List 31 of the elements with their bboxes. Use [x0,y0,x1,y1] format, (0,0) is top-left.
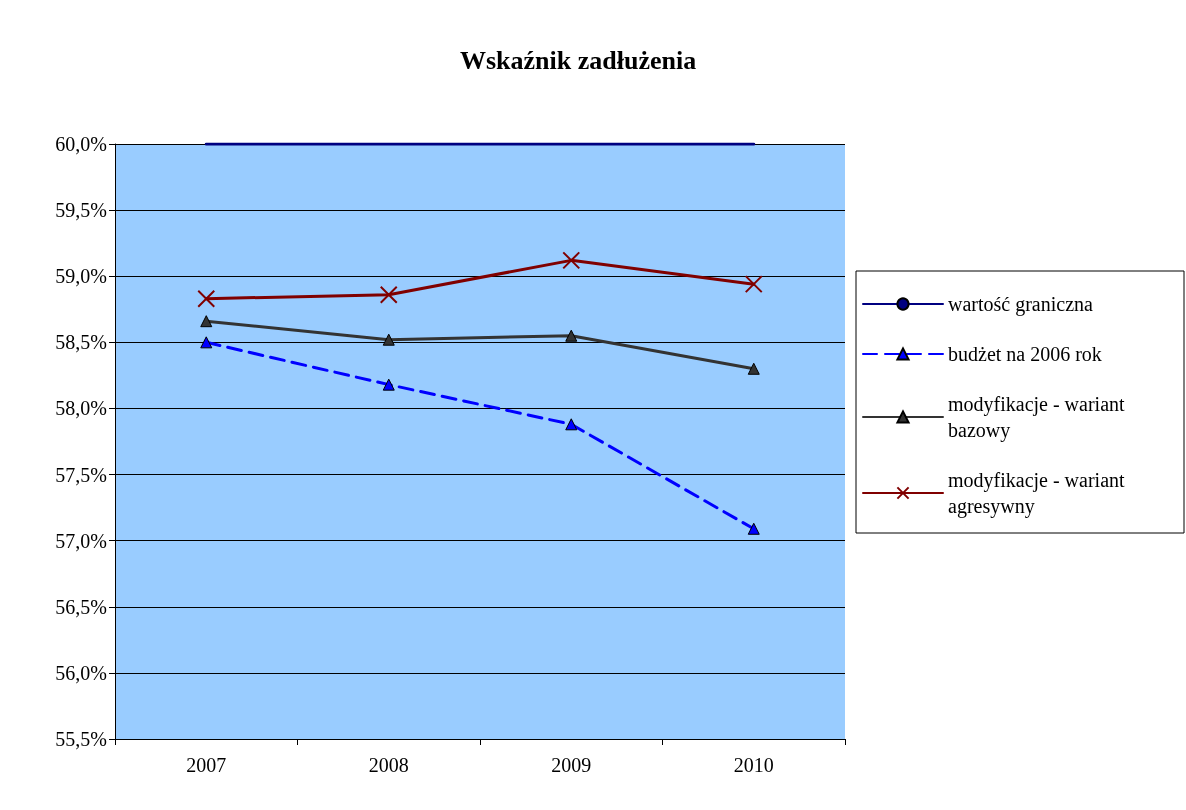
point [200,315,213,328]
x-tick-label: 2009 [551,754,592,776]
point [382,333,395,346]
y-tick-label: 55,5% [55,728,107,750]
point [197,289,216,308]
y-tick-label: 57,5% [55,463,107,486]
y-tick-label: 56,0% [55,661,107,684]
point [565,329,578,342]
legend-label: wartość graniczna [948,293,1094,316]
legend-label: budżet na 2006 rok [948,343,1102,365]
point [200,336,213,349]
x-tick-label: 2008 [368,754,409,776]
point [379,285,398,304]
y-tick-label: 58,0% [55,397,107,420]
point [382,378,395,391]
y-tick-label: 56,5% [55,595,107,618]
point [747,362,760,375]
x-tick-label: 2010 [733,754,774,776]
point [565,418,578,431]
y-tick-label: 60,0% [55,133,107,155]
x-tick-label: 2007 [186,754,227,776]
chart-title: Wskaźnik zadłużenia [460,45,697,75]
y-tick-label: 59,5% [55,199,107,222]
point [747,522,760,535]
point [744,275,763,294]
y-tick-label: 57,0% [55,529,107,552]
point [562,251,581,270]
y-tick-label: 58,5% [55,331,107,354]
legend-label: modyfikacje - wariant bazowy [948,393,1130,442]
y-tick-label: 59,0% [55,265,107,288]
legend-label: modyfikacje - wariant agresywny [948,469,1130,518]
